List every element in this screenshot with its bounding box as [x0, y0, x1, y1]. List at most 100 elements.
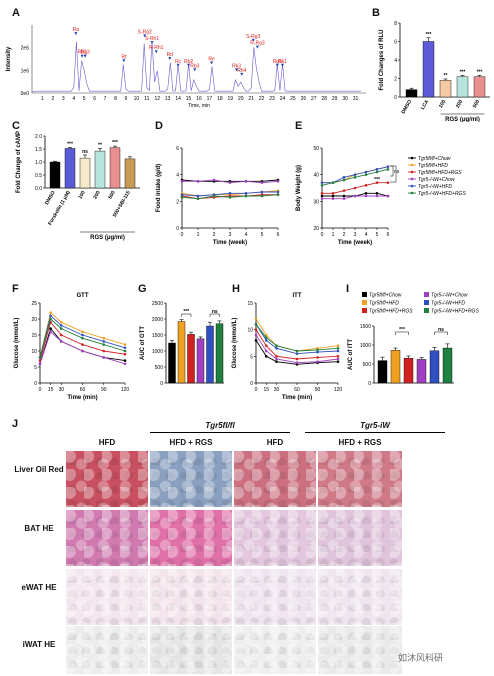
y-tick-label: 500	[155, 365, 164, 371]
significance-label: ***	[183, 309, 189, 315]
y-tick-label: 2	[176, 199, 179, 205]
panel-label-d: D	[155, 120, 163, 132]
data-point	[212, 178, 216, 182]
data-point	[386, 168, 390, 171]
x-tick-label: 3	[354, 232, 357, 238]
legend-label: Tgr5-/-iW+Chow	[431, 293, 468, 299]
y-tick-label: 0	[394, 95, 397, 101]
column-header-3: HFD	[266, 438, 284, 447]
y-axis-label: AUC of GTT	[140, 326, 146, 360]
data-point	[375, 170, 379, 174]
significance-label: ***	[112, 140, 118, 146]
significance-label: ns	[438, 327, 444, 333]
x-tick-label: 19	[228, 96, 234, 102]
legend-swatch	[424, 292, 429, 297]
data-point	[102, 340, 106, 343]
x-tick-label: 15	[186, 96, 192, 102]
category-label: LCA	[420, 99, 431, 111]
peak-arrow	[240, 72, 244, 76]
legend-label: Tgr5-/-iW+HFD+RGS	[418, 191, 466, 197]
legend-swatch	[362, 300, 367, 305]
data-point	[375, 168, 379, 171]
significance-label: ns	[82, 149, 88, 155]
bar	[94, 150, 106, 189]
histology-image	[66, 626, 148, 674]
y-tick-label: 2500	[152, 301, 163, 307]
data-point	[316, 360, 319, 363]
data-point	[275, 360, 278, 363]
significance-bracket	[434, 331, 448, 335]
x-tick-label: 14	[175, 96, 181, 102]
x-tick-label: 3	[62, 96, 65, 102]
y-tick-label: 25	[31, 301, 37, 307]
chart-e-body-weight: 20 30 40 50 0 1 2 3 4 5 6 Body Weight (g) Time (week…	[296, 146, 466, 246]
data-point	[59, 333, 63, 337]
data-point	[264, 349, 268, 353]
histology-image	[318, 510, 402, 566]
legend-label: Tgr5-/-iW+Chow	[418, 177, 455, 183]
x-axis-label: Time (week)	[213, 240, 247, 246]
legend-marker	[410, 163, 414, 167]
column-header-1: HFD	[98, 438, 116, 447]
x-tick-label: 4	[72, 96, 75, 102]
peak-label: Ra	[73, 27, 80, 33]
genotype-header-flfl: Tgr5fl/fl	[205, 421, 235, 430]
data-point	[386, 181, 390, 184]
y-tick-label: 0e0	[21, 91, 30, 97]
x-tick-label: 1	[41, 96, 44, 102]
data-point	[342, 176, 346, 179]
data-point	[364, 184, 368, 187]
data-point	[244, 180, 248, 183]
y-tick-label: 20	[313, 226, 319, 232]
y-tick-label: 10	[31, 349, 37, 355]
series-line	[39, 321, 126, 361]
significance-bracket-star	[390, 165, 397, 183]
legend-swatch	[424, 308, 429, 313]
data-point	[386, 165, 390, 168]
x-tick-label: 15	[48, 387, 54, 393]
data-point	[295, 349, 299, 353]
genotype-divider-iw	[305, 432, 445, 433]
legend-label: Tgr5-/-iW+HFD	[418, 184, 452, 190]
legend-label: Tgr5fl/fl+Chow	[418, 156, 451, 162]
x-tick-label: 16	[196, 96, 202, 102]
data-point	[276, 193, 280, 196]
data-point	[102, 336, 106, 340]
y-tick-label: 1e6	[21, 68, 30, 74]
y-tick-label: 40	[313, 173, 319, 179]
data-point	[320, 192, 324, 195]
category-label: DMSO	[401, 99, 414, 115]
legend-swatch	[362, 292, 367, 297]
data-point	[364, 173, 368, 176]
data-point	[196, 180, 200, 183]
x-tick-label: 5	[261, 232, 264, 238]
y-axis-label: Intensity	[6, 46, 12, 71]
x-tick-label: 120	[121, 387, 130, 393]
x-tick-label: 3	[229, 232, 232, 238]
peak-arrow	[187, 63, 191, 67]
x-tick-label: 26	[301, 96, 307, 102]
bar	[439, 80, 452, 98]
data-point	[49, 314, 52, 318]
category-label: 200	[455, 99, 464, 109]
x-tick-label: 9	[125, 96, 128, 102]
bar	[422, 41, 435, 98]
peak-label: Rb1	[78, 50, 87, 56]
peak-arrow	[281, 63, 284, 67]
data-point	[81, 349, 84, 353]
x-tick-label: 1	[332, 232, 335, 238]
x-tick-label: 6	[387, 232, 390, 238]
data-point	[123, 362, 127, 366]
chart-h-itt: 0 5 10 15 0 15 30 60 90 120 Glucose (mmol/L) Time (…	[232, 293, 342, 401]
data-point	[336, 357, 340, 361]
panel-label-e: E	[295, 120, 303, 132]
data-point	[180, 180, 184, 183]
x-tick-label: 60	[294, 387, 300, 393]
peak-arrow	[235, 68, 239, 72]
chart-g-auc-gtt: 0 500 1000 1500 2000 2500 AUC of GTT *** ns	[140, 301, 224, 387]
series-line	[255, 324, 339, 352]
bar	[403, 358, 414, 384]
data-point	[254, 339, 258, 342]
peak-arrow	[143, 34, 147, 38]
significance-label: ns	[212, 309, 218, 315]
